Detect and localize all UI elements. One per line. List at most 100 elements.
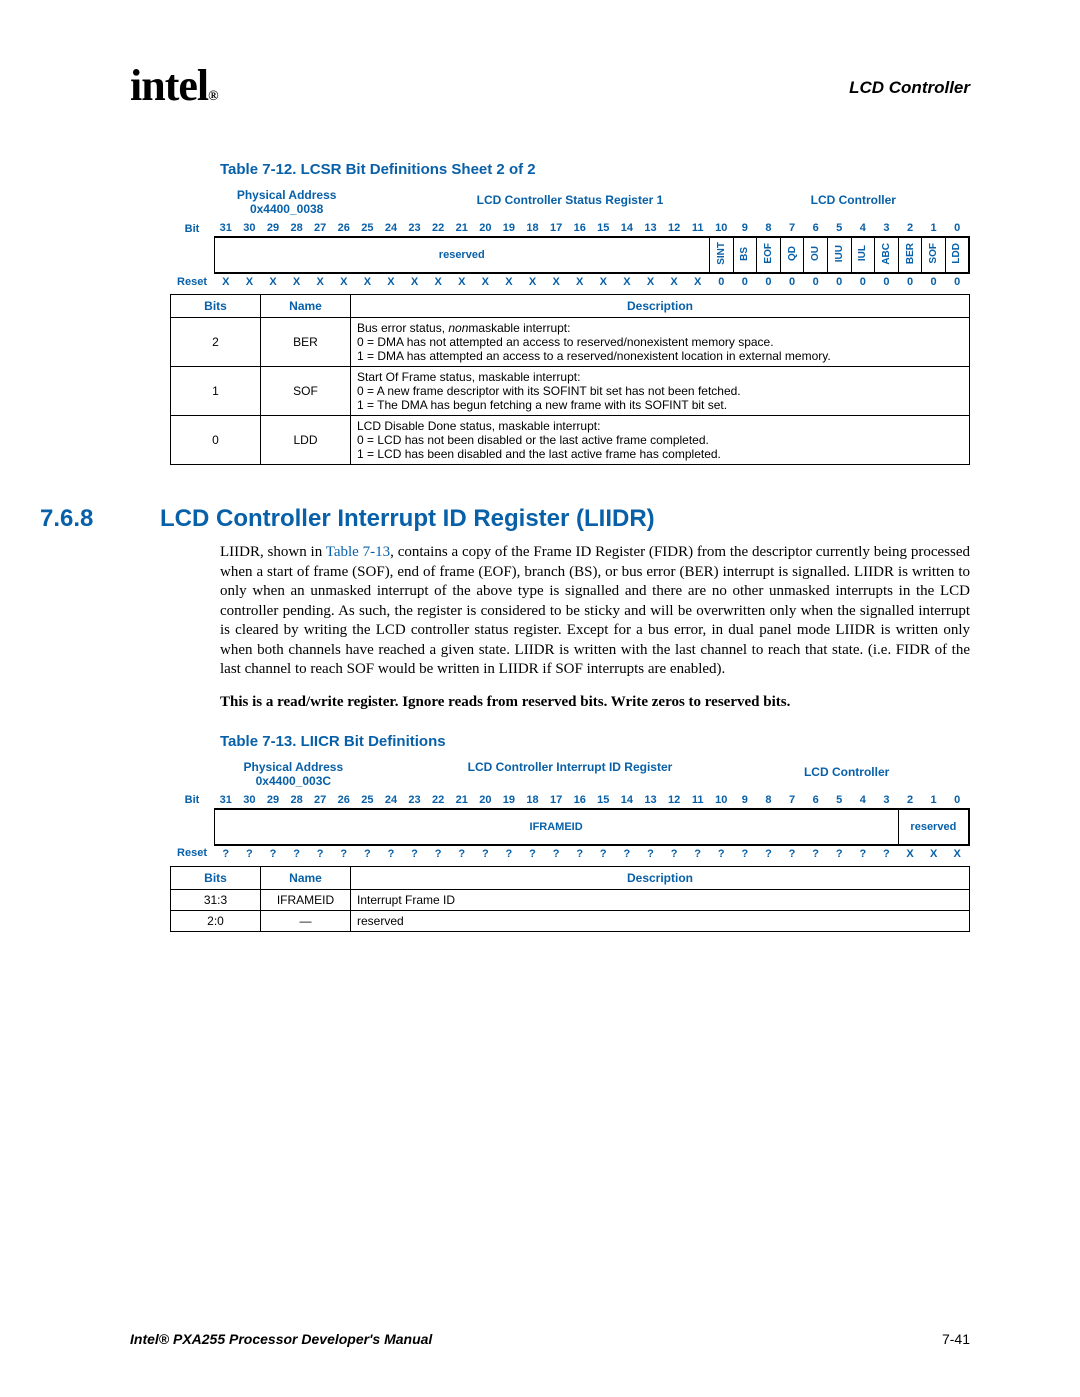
- bit-number: 18: [521, 792, 545, 809]
- reset-value: ?: [403, 845, 427, 862]
- bit-label-2: Bit: [170, 792, 214, 809]
- bit-number: 24: [379, 792, 403, 809]
- bit-number: 2: [898, 220, 922, 237]
- bit-number: 13: [639, 220, 663, 237]
- bit-number: 14: [615, 220, 639, 237]
- register-header-2: Physical Address0x4400_003C LCD Controll…: [170, 760, 970, 788]
- module-name: LCD Controller: [753, 188, 953, 216]
- reset-value: 0: [945, 273, 969, 290]
- bit-number: 24: [379, 220, 403, 237]
- bit-number: 12: [662, 792, 686, 809]
- reset-value: 0: [922, 273, 946, 290]
- reset-value: X: [474, 273, 498, 290]
- reset-value: 0: [780, 273, 804, 290]
- bit-number: 0: [945, 220, 969, 237]
- bit-label: Bit: [170, 220, 214, 237]
- reset-label: Reset: [170, 273, 214, 290]
- bit-number: 5: [827, 220, 851, 237]
- bit-number: 25: [356, 792, 380, 809]
- reset-value: ?: [827, 845, 851, 862]
- reset-value: X: [238, 273, 262, 290]
- reset-value: X: [403, 273, 427, 290]
- reset-value: X: [261, 273, 285, 290]
- reset-value: ?: [332, 845, 356, 862]
- reset-value: ?: [544, 845, 568, 862]
- reset-value: 0: [851, 273, 875, 290]
- bit-number: 17: [544, 792, 568, 809]
- reset-value: 0: [709, 273, 733, 290]
- bit-number: 13: [639, 792, 663, 809]
- bit-number: 29: [261, 792, 285, 809]
- bit-number: 22: [426, 792, 450, 809]
- reset-value: X: [945, 845, 969, 862]
- reset-value: ?: [356, 845, 380, 862]
- bit-number: 6: [804, 792, 828, 809]
- register-header-1: Physical Address0x4400_0038 LCD Controll…: [170, 188, 970, 216]
- bit-number: 23: [403, 792, 427, 809]
- reset-value: X: [544, 273, 568, 290]
- desc-header: Bits: [171, 866, 261, 889]
- reset-value: ?: [285, 845, 309, 862]
- body-link[interactable]: Table 7-13: [326, 544, 390, 560]
- page-header-right: LCD Controller: [849, 78, 970, 98]
- bit-number: 11: [686, 792, 710, 809]
- bit-number: 30: [238, 220, 262, 237]
- bit-number: 2: [898, 792, 922, 809]
- name-cell: IFRAMEID: [261, 889, 351, 910]
- bit-number: 19: [497, 792, 521, 809]
- desc-cell: LCD Disable Done status, maskable interr…: [351, 416, 970, 465]
- bit-table-1: Bit 313029282726252423222120191817161514…: [170, 220, 970, 290]
- table-caption-2: Table 7-13. LIICR Bit Definitions: [220, 733, 970, 750]
- table-row: 2BERBus error status, nonmaskable interr…: [171, 318, 970, 367]
- bit-number: 20: [474, 792, 498, 809]
- reset-value: ?: [851, 845, 875, 862]
- reset-value: ?: [521, 845, 545, 862]
- bit-field: LDD: [945, 237, 969, 273]
- bit-number: 9: [733, 792, 757, 809]
- reset-value: X: [379, 273, 403, 290]
- bit-number: 26: [332, 792, 356, 809]
- reset-value: X: [898, 845, 922, 862]
- body-pre: LIIDR, shown in: [220, 544, 326, 560]
- table-caption-1: Table 7-12. LCSR Bit Definitions Sheet 2…: [220, 161, 970, 178]
- logo: intel®: [130, 60, 970, 111]
- bit-number: 7: [780, 792, 804, 809]
- reset-value: X: [497, 273, 521, 290]
- bit-number: 16: [568, 220, 592, 237]
- reset-value: ?: [214, 845, 238, 862]
- body-post: , contains a copy of the Frame ID Regist…: [220, 544, 970, 677]
- bit-number: 30: [238, 792, 262, 809]
- reset-value: ?: [639, 845, 663, 862]
- bit-number: 16: [568, 792, 592, 809]
- bit-field: IUU: [827, 237, 851, 273]
- bit-number: 1: [922, 220, 946, 237]
- table-row: 31:3IFRAMEIDInterrupt Frame ID: [171, 889, 970, 910]
- name-cell: LDD: [261, 416, 351, 465]
- bit-number: 11: [686, 220, 710, 237]
- phys-addr-label: Physical Address: [237, 188, 337, 202]
- bits-cell: 31:3: [171, 889, 261, 910]
- reset-value: X: [521, 273, 545, 290]
- reset-value: ?: [426, 845, 450, 862]
- reset-value: X: [922, 845, 946, 862]
- bit-number: 20: [474, 220, 498, 237]
- desc-table-2: BitsNameDescription 31:3IFRAMEIDInterrup…: [170, 866, 970, 932]
- reset-value: 0: [804, 273, 828, 290]
- section-title: LCD Controller Interrupt ID Register (LI…: [160, 505, 655, 533]
- reset-value: ?: [757, 845, 781, 862]
- bits-cell: 1: [171, 367, 261, 416]
- bit-number: 3: [875, 792, 899, 809]
- reset-value: ?: [733, 845, 757, 862]
- reset-value: X: [686, 273, 710, 290]
- bit-number: 7: [780, 220, 804, 237]
- bit-field: SINT: [709, 237, 733, 273]
- reset-value: ?: [497, 845, 521, 862]
- reset-value: 0: [898, 273, 922, 290]
- logo-sub: ®: [208, 89, 217, 104]
- bit-number: 0: [945, 792, 969, 809]
- reset-value: ?: [875, 845, 899, 862]
- reset-value: ?: [261, 845, 285, 862]
- bit-number: 8: [757, 792, 781, 809]
- bit-number: 9: [733, 220, 757, 237]
- reset-value: ?: [709, 845, 733, 862]
